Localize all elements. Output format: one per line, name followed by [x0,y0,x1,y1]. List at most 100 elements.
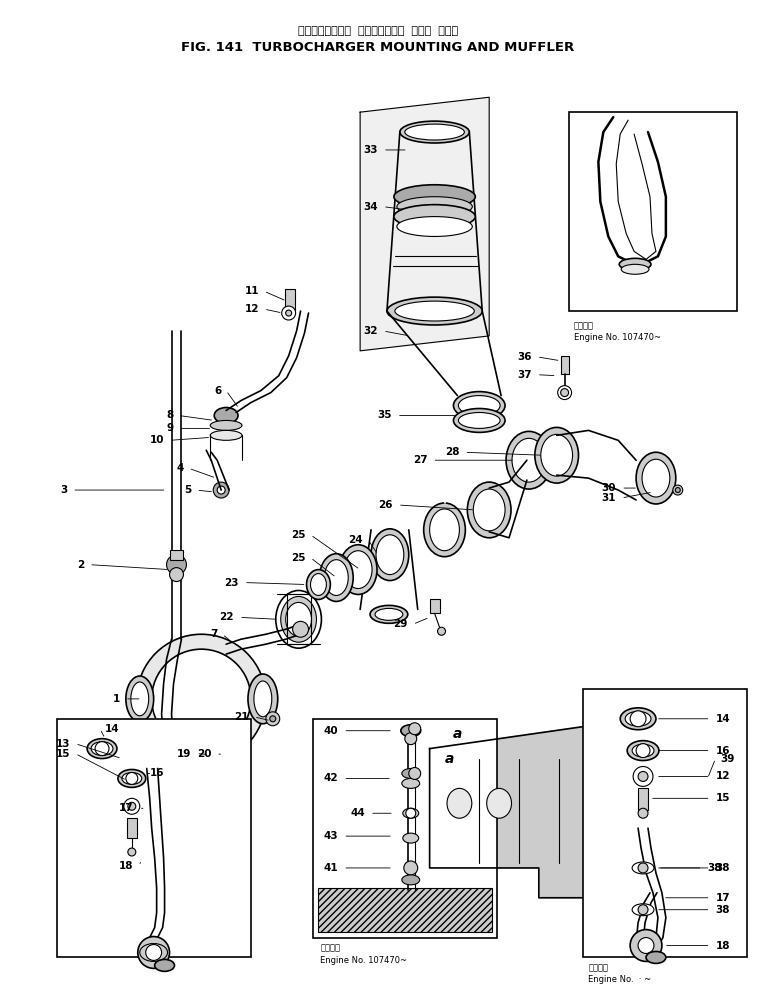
Bar [430,599,440,613]
Ellipse shape [621,265,649,275]
Circle shape [638,905,648,915]
Circle shape [124,798,140,814]
Ellipse shape [310,573,326,595]
Ellipse shape [459,413,500,429]
Text: 1: 1 [113,694,120,704]
Circle shape [403,861,418,875]
Ellipse shape [140,943,167,961]
Circle shape [285,310,291,316]
Text: 29: 29 [394,619,408,629]
Ellipse shape [642,460,670,498]
Circle shape [638,771,648,781]
Ellipse shape [620,708,656,729]
Text: 35: 35 [378,411,392,421]
Ellipse shape [87,738,117,758]
Text: 42: 42 [324,773,338,783]
Text: 23: 23 [225,577,239,587]
Circle shape [217,487,225,495]
Text: 21: 21 [235,711,249,722]
Circle shape [633,766,653,786]
Circle shape [170,567,183,581]
Ellipse shape [627,740,659,760]
Text: 32: 32 [363,326,378,336]
Text: a: a [445,751,454,765]
Text: a: a [453,726,462,740]
Circle shape [128,848,136,856]
Text: 10: 10 [150,436,164,446]
Ellipse shape [395,301,475,321]
Circle shape [630,711,646,726]
Circle shape [405,732,416,744]
Text: 17: 17 [715,893,731,903]
Text: 39: 39 [721,753,735,763]
Ellipse shape [535,428,578,484]
Ellipse shape [154,959,175,971]
Ellipse shape [453,392,505,420]
Circle shape [169,785,185,801]
Circle shape [636,743,650,757]
Ellipse shape [619,259,651,271]
Bar [313,718,497,937]
Bar [285,289,294,311]
Ellipse shape [459,396,500,416]
Ellipse shape [405,124,464,140]
Text: 31: 31 [602,494,616,503]
Circle shape [638,863,648,873]
Circle shape [220,774,232,786]
Ellipse shape [400,121,469,143]
Ellipse shape [467,483,511,537]
Circle shape [638,808,648,818]
Ellipse shape [401,724,421,736]
Bar [164,750,239,772]
Text: 18: 18 [120,861,134,871]
Bar [638,788,648,810]
Text: 24: 24 [348,534,363,544]
Circle shape [151,649,251,748]
Bar [287,594,310,644]
Ellipse shape [403,808,419,818]
Ellipse shape [210,421,242,431]
Ellipse shape [506,432,552,490]
Ellipse shape [371,528,409,580]
Ellipse shape [254,681,272,717]
Ellipse shape [403,833,419,843]
Text: 26: 26 [378,500,393,509]
Ellipse shape [387,297,482,325]
Circle shape [213,483,229,499]
Text: 12: 12 [715,771,730,781]
Ellipse shape [91,741,113,755]
Text: 7: 7 [210,629,217,639]
Text: 適用号番: 適用号番 [588,963,609,972]
Text: 適用号番: 適用号番 [320,943,341,952]
Ellipse shape [632,904,654,916]
Ellipse shape [281,596,316,642]
Text: ターボチャージャ  マウンティング  および  マフラ: ターボチャージャ マウンティング および マフラ [298,26,458,36]
Ellipse shape [453,409,505,433]
Bar [319,888,492,932]
Ellipse shape [325,559,348,595]
Text: Engine No. 107470~: Engine No. 107470~ [574,334,661,343]
Ellipse shape [447,788,472,818]
Text: Engine No.  · ~: Engine No. · ~ [588,975,652,984]
Ellipse shape [344,550,372,588]
Bar [173,753,189,767]
Bar [584,689,747,957]
Bar [213,753,229,767]
Ellipse shape [636,453,676,503]
Ellipse shape [248,674,278,723]
Text: 25: 25 [291,552,306,562]
Circle shape [269,716,276,721]
Ellipse shape [118,769,145,787]
Ellipse shape [370,605,408,623]
Circle shape [282,306,296,320]
Text: 22: 22 [220,612,234,622]
Circle shape [293,621,309,637]
Ellipse shape [625,711,651,726]
Text: 15: 15 [56,748,70,758]
Circle shape [128,802,136,810]
Bar [170,772,233,784]
Bar [127,818,137,838]
Text: 17: 17 [119,803,134,813]
Text: 2: 2 [77,559,84,569]
Bar [170,549,183,559]
